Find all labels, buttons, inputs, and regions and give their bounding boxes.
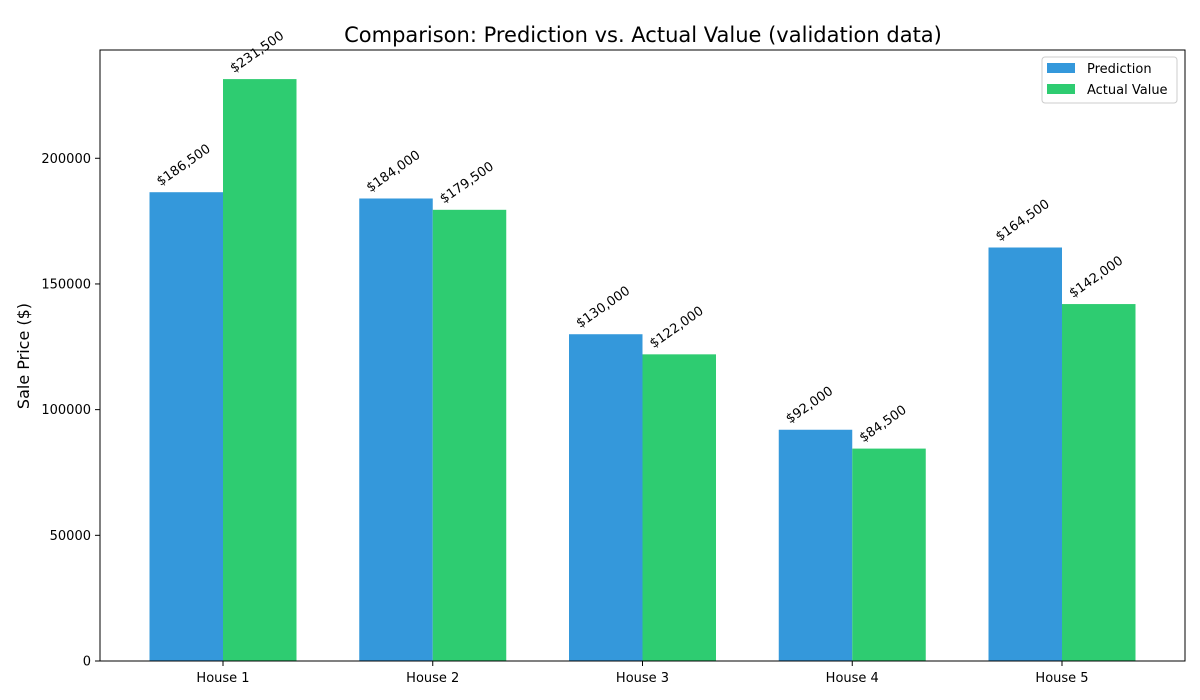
legend-label-actual: Actual Value bbox=[1087, 83, 1168, 98]
y-tick-label: 100000 bbox=[41, 403, 91, 418]
data-label-prediction-5: $164,500 bbox=[993, 197, 1052, 245]
y-axis-label: Sale Price ($) bbox=[14, 303, 33, 409]
x-tick-label: House 5 bbox=[1035, 671, 1088, 686]
data-label-actual-3: $122,000 bbox=[647, 304, 706, 352]
legend-label-prediction: Prediction bbox=[1087, 62, 1152, 77]
y-tick-label: 150000 bbox=[41, 277, 91, 292]
bar-prediction-4 bbox=[778, 429, 853, 661]
x-tick-label: House 3 bbox=[616, 671, 669, 686]
data-label-actual-2: $179,500 bbox=[437, 159, 496, 207]
bar-prediction-3 bbox=[569, 334, 643, 661]
y-tick-label: 50000 bbox=[50, 529, 91, 544]
bar-actual-1 bbox=[223, 79, 297, 662]
bar-actual-4 bbox=[852, 448, 926, 661]
data-label-prediction-4: $92,000 bbox=[783, 384, 836, 427]
data-label-prediction-1: $186,500 bbox=[154, 142, 213, 190]
x-tick-label: House 4 bbox=[826, 671, 879, 686]
plot-frame bbox=[99, 49, 1186, 662]
y-axis-ticks: 0 50000 100000 150000 200000 bbox=[41, 152, 100, 670]
x-tick-label: House 1 bbox=[196, 671, 249, 686]
legend-swatch-actual bbox=[1047, 84, 1075, 94]
bar-prediction-2 bbox=[359, 198, 433, 661]
y-tick-label: 200000 bbox=[41, 152, 91, 167]
x-tick-label: House 2 bbox=[406, 671, 459, 686]
bar-actual-2 bbox=[432, 209, 507, 661]
bar-actual-5 bbox=[1062, 304, 1136, 661]
x-axis-ticks: House 1 House 2 House 3 House 4 House 5 bbox=[196, 661, 1089, 686]
bar-actual-3 bbox=[642, 354, 716, 661]
bars-group bbox=[149, 79, 1136, 662]
data-label-actual-5: $142,000 bbox=[1067, 253, 1126, 301]
bar-prediction-5 bbox=[988, 247, 1062, 661]
bar-prediction-1 bbox=[149, 192, 223, 661]
chart-title: Comparison: Prediction vs. Actual Value … bbox=[344, 23, 942, 47]
y-tick-label: 0 bbox=[83, 655, 91, 670]
data-label-prediction-3: $130,000 bbox=[574, 284, 633, 332]
legend-box bbox=[1041, 56, 1178, 104]
data-label-actual-1: $231,500 bbox=[228, 29, 287, 77]
legend-swatch-prediction bbox=[1047, 63, 1075, 73]
legend: Prediction Actual Value bbox=[1041, 56, 1178, 104]
data-label-actual-4: $84,500 bbox=[857, 403, 910, 446]
data-label-prediction-2: $184,000 bbox=[364, 148, 423, 196]
